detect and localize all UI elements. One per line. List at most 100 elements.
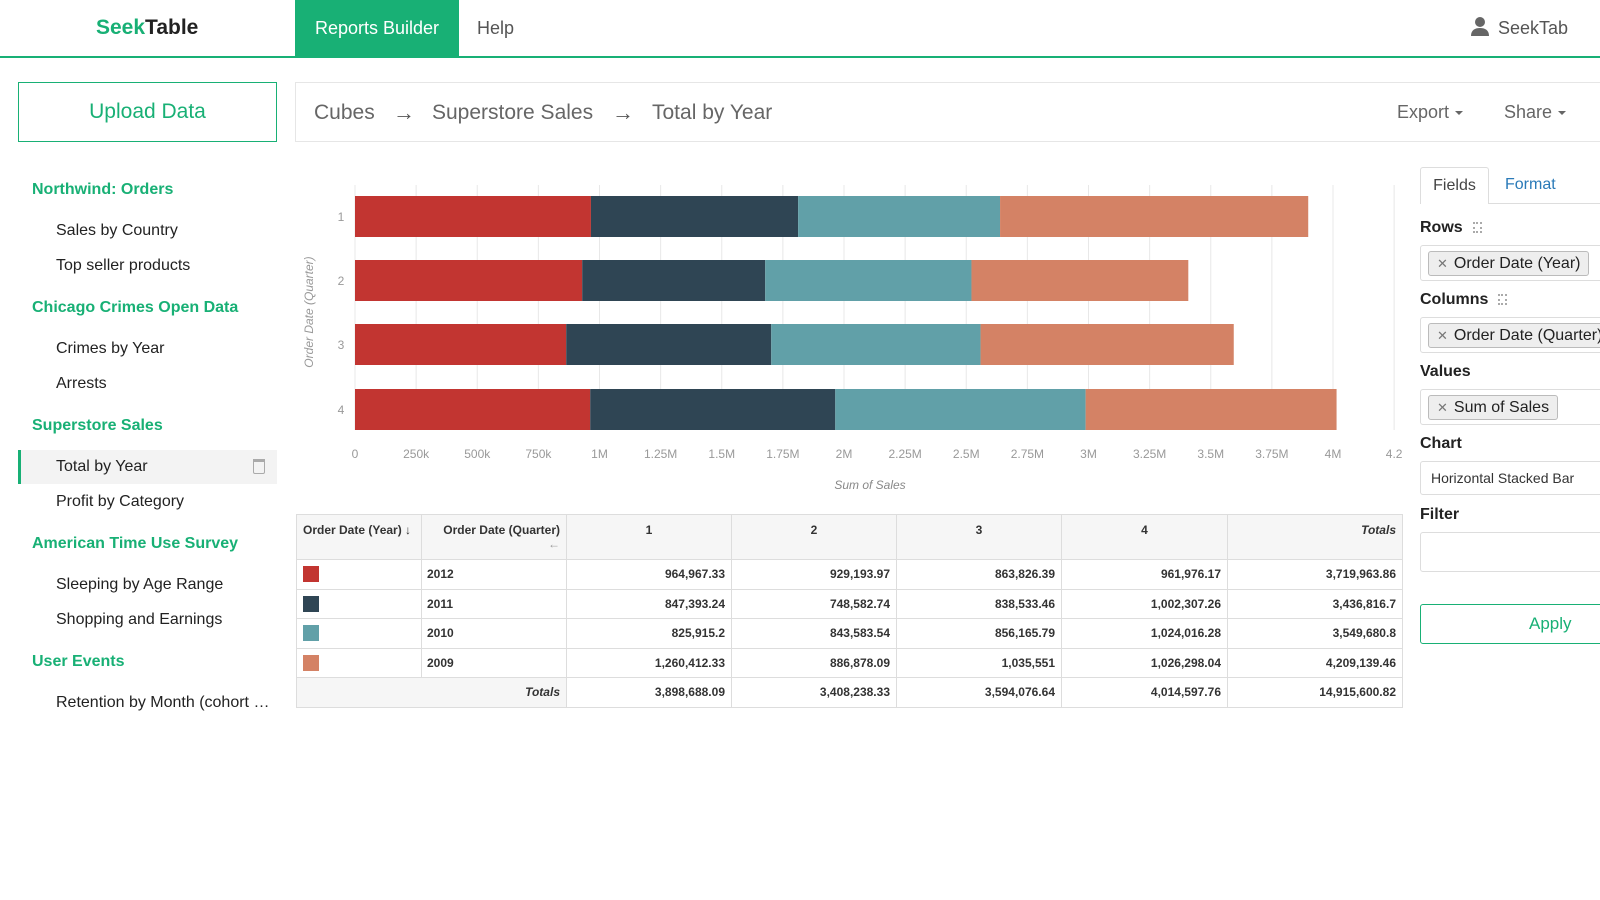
- x-axis-label: Sum of Sales: [834, 478, 905, 492]
- bar-segment-2009-q2[interactable]: [971, 260, 1189, 301]
- sidebar-item-top-seller-products[interactable]: Top seller products: [56, 257, 191, 274]
- cell-value[interactable]: 4,209,139.46: [1227, 647, 1403, 678]
- total-value[interactable]: 14,915,600.82: [1227, 677, 1403, 708]
- col-header[interactable]: 4: [1061, 514, 1228, 560]
- cell-value[interactable]: 1,026,298.04: [1061, 647, 1228, 678]
- bar-segment-2011-q4[interactable]: [590, 389, 836, 430]
- bar-segment-2012-q1[interactable]: [355, 196, 591, 237]
- bar-segment-2010-q4[interactable]: [835, 389, 1086, 430]
- nav-reports-builder[interactable]: Reports Builder: [295, 0, 459, 58]
- values-chip[interactable]: ✕ Sum of Sales: [1428, 395, 1559, 420]
- totals-label: Totals: [296, 677, 567, 708]
- row-year[interactable]: 2010: [421, 618, 567, 649]
- sidebar-item-sleeping-by-age[interactable]: Sleeping by Age Range: [56, 576, 224, 593]
- cell-value[interactable]: 838,533.46: [896, 588, 1062, 619]
- remove-icon[interactable]: ✕: [1437, 400, 1448, 415]
- cell-value[interactable]: 748,582.74: [731, 588, 897, 619]
- table-row: 2009 1,260,412.33 886,878.09 1,035,551 1,026…: [296, 647, 1403, 678]
- sidebar-group-northwind[interactable]: Northwind: Orders: [32, 181, 174, 198]
- bar-segment-2009-q4[interactable]: [1085, 389, 1337, 430]
- x-tick-label: 3.75M: [1255, 447, 1288, 461]
- sidebar-group-superstore-sales[interactable]: Superstore Sales: [32, 417, 163, 434]
- row-year[interactable]: 2009: [421, 647, 567, 678]
- breadcrumb-current: Total by Year: [652, 101, 773, 124]
- tab-fields[interactable]: Fields: [1420, 167, 1489, 204]
- arrow-icon: →: [612, 100, 634, 125]
- row-year[interactable]: 2012: [421, 559, 567, 590]
- bar-segment-2012-q4[interactable]: [355, 389, 591, 430]
- cell-value[interactable]: 1,035,551: [896, 647, 1062, 678]
- cell-value[interactable]: 3,436,816.7: [1227, 588, 1403, 619]
- cell-value[interactable]: 843,583.54: [731, 618, 897, 649]
- cell-value[interactable]: 929,193.97: [731, 559, 897, 590]
- sidebar-item-arrests[interactable]: Arrests: [56, 375, 107, 392]
- cell-value[interactable]: 961,976.17: [1061, 559, 1228, 590]
- cell-value[interactable]: 847,393.24: [566, 588, 732, 619]
- columns-chip[interactable]: ✕ Order Date (Quarter): [1428, 323, 1600, 348]
- swap-icon[interactable]: [1472, 222, 1482, 234]
- share-menu[interactable]: Share: [1504, 102, 1567, 123]
- rows-chip[interactable]: ✕ Order Date (Year): [1428, 251, 1590, 276]
- sort-arrow-icon[interactable]: ←: [548, 537, 560, 551]
- sidebar-item-sales-by-country[interactable]: Sales by Country: [56, 222, 178, 239]
- filter-input[interactable]: [1420, 532, 1600, 572]
- tab-format[interactable]: Format: [1505, 176, 1556, 193]
- bar-segment-2010-q2[interactable]: [765, 260, 972, 301]
- bar-segment-2012-q2[interactable]: [355, 260, 583, 301]
- remove-icon[interactable]: ✕: [1437, 328, 1448, 343]
- chart-type-select[interactable]: Horizontal Stacked Bar: [1420, 461, 1600, 495]
- bar-segment-2010-q1[interactable]: [798, 196, 1001, 237]
- total-value[interactable]: 3,408,238.33: [731, 677, 897, 708]
- columns-field[interactable]: ✕ Order Date (Quarter): [1420, 317, 1600, 353]
- nav-help[interactable]: Help: [477, 18, 515, 38]
- swap-icon[interactable]: [1498, 294, 1508, 306]
- sidebar-group-user-events[interactable]: User Events: [32, 653, 125, 670]
- sidebar-item-total-by-year[interactable]: Total by Year: [18, 450, 277, 484]
- total-value[interactable]: 3,898,688.09: [566, 677, 732, 708]
- user-menu[interactable]: SeekTab: [1470, 16, 1568, 39]
- rows-label: Rows: [1420, 219, 1482, 237]
- bar-segment-2011-q1[interactable]: [590, 196, 799, 237]
- breadcrumb-cubes[interactable]: Cubes: [314, 101, 375, 124]
- col-header-totals[interactable]: Totals: [1227, 514, 1403, 560]
- bar-segment-2009-q3[interactable]: [980, 324, 1234, 365]
- col-header-quarter[interactable]: Order Date (Quarter) ←: [421, 514, 567, 560]
- upload-data-button[interactable]: Upload Data: [18, 82, 277, 142]
- apply-button[interactable]: Apply: [1420, 604, 1600, 644]
- total-value[interactable]: 4,014,597.76: [1061, 677, 1228, 708]
- cell-value[interactable]: 1,002,307.26: [1061, 588, 1228, 619]
- sidebar-group-american-time-use[interactable]: American Time Use Survey: [32, 535, 239, 552]
- sidebar-group-chicago-crimes[interactable]: Chicago Crimes Open Data: [32, 299, 239, 316]
- rows-field[interactable]: ✕ Order Date (Year): [1420, 245, 1600, 281]
- bar-segment-2009-q1[interactable]: [1000, 196, 1309, 237]
- values-field[interactable]: ✕ Sum of Sales: [1420, 389, 1600, 425]
- cell-value[interactable]: 1,260,412.33: [566, 647, 732, 678]
- logo[interactable]: SeekTable: [96, 16, 199, 39]
- sidebar-item-retention-by-month[interactable]: Retention by Month (cohort analysis): [56, 694, 277, 711]
- cell-value[interactable]: 856,165.79: [896, 618, 1062, 649]
- remove-icon[interactable]: ✕: [1437, 256, 1448, 271]
- cell-value[interactable]: 964,967.33: [566, 559, 732, 590]
- col-header[interactable]: 3: [896, 514, 1062, 560]
- cell-value[interactable]: 825,915.2: [566, 618, 732, 649]
- bar-segment-2011-q2[interactable]: [582, 260, 766, 301]
- export-menu[interactable]: Export: [1397, 102, 1464, 123]
- cell-value[interactable]: 863,826.39: [896, 559, 1062, 590]
- row-header-year[interactable]: Order Date (Year) ↓: [296, 514, 422, 560]
- cell-value[interactable]: 3,719,963.86: [1227, 559, 1403, 590]
- cell-value[interactable]: 1,024,016.28: [1061, 618, 1228, 649]
- bar-segment-2012-q3[interactable]: [355, 324, 567, 365]
- breadcrumb-superstore-sales[interactable]: Superstore Sales: [432, 101, 594, 124]
- col-header[interactable]: 1: [566, 514, 732, 560]
- cell-value[interactable]: 3,549,680.8: [1227, 618, 1403, 649]
- sidebar-item-crimes-by-year[interactable]: Crimes by Year: [56, 340, 165, 357]
- sidebar-item-shopping-earnings[interactable]: Shopping and Earnings: [56, 611, 223, 628]
- total-value[interactable]: 3,594,076.64: [896, 677, 1062, 708]
- bar-segment-2010-q3[interactable]: [771, 324, 981, 365]
- cell-value[interactable]: 886,878.09: [731, 647, 897, 678]
- sidebar-item-profit-by-category[interactable]: Profit by Category: [56, 493, 185, 510]
- col-header[interactable]: 2: [731, 514, 897, 560]
- bar-segment-2011-q3[interactable]: [566, 324, 772, 365]
- trash-icon[interactable]: [253, 459, 265, 474]
- row-year[interactable]: 2011: [421, 588, 567, 619]
